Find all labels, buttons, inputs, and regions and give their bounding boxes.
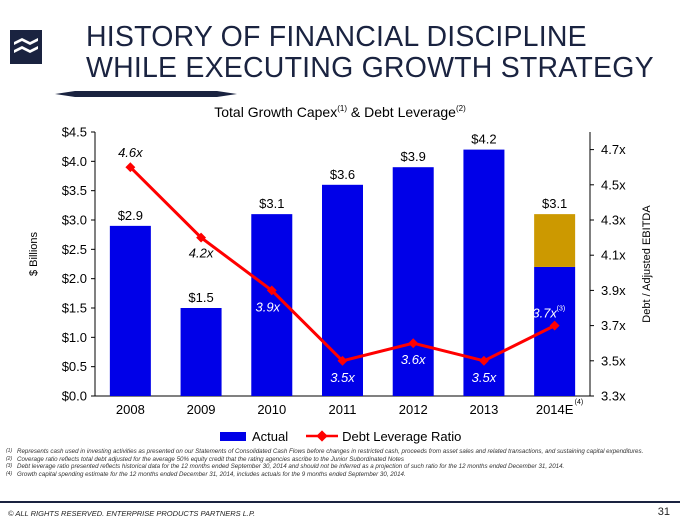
title-underline (55, 91, 237, 97)
leverage-point (337, 355, 348, 366)
left-tick-label: $2.0 (62, 271, 87, 286)
bar-value-label: $1.5 (188, 290, 213, 305)
leverage-value-label: 4.2x (189, 246, 214, 261)
leverage-label-superscript: (3) (557, 306, 566, 313)
right-tick-label: 3.3x (601, 389, 626, 404)
bar-actual (392, 167, 434, 396)
legend-label-leverage: Debt Leverage Ratio (342, 428, 462, 444)
left-tick-label: $0.0 (62, 389, 87, 404)
right-tick-label: 4.5x (601, 177, 626, 192)
leverage-point (478, 355, 489, 366)
legend-item-leverage: Debt Leverage Ratio (306, 429, 461, 444)
legend-item-actual: Actual (220, 429, 288, 444)
leverage-value-label: 3.9x (255, 299, 280, 314)
leverage-value-label: 4.6x (118, 145, 143, 160)
x-tick-label: 2010 (257, 402, 286, 417)
leverage-point (266, 285, 277, 296)
chart-legend: Actual Debt Leverage Ratio (220, 428, 479, 444)
bar-value-label: $3.9 (401, 149, 426, 164)
leverage-point (408, 338, 419, 349)
footnote: (1) Represents cash used in investing act… (6, 448, 644, 455)
legend-label-actual: Actual (252, 428, 289, 444)
right-tick-label: 4.7x (601, 142, 626, 157)
x-tick-label: 2012 (399, 402, 428, 417)
bar-actual (109, 225, 151, 396)
leverage-point (125, 162, 136, 173)
bar-value-label: $3.1 (259, 196, 284, 211)
x-tick-superscript: (4) (575, 399, 584, 406)
x-tick-label: 2008 (116, 402, 145, 417)
left-tick-label: $2.5 (62, 242, 87, 257)
page-title: HISTORY OF FINANCIAL DISCIPLINE WHILE EX… (86, 22, 654, 84)
left-tick-label: $1.5 (62, 301, 87, 316)
company-logo-icon (10, 30, 42, 64)
x-tick-label: 2011 (329, 402, 357, 417)
right-tick-label: 4.1x (601, 248, 626, 263)
leverage-value-label: 3.5x (472, 370, 497, 385)
left-tick-label: $3.5 (62, 183, 87, 198)
footer-divider (0, 501, 680, 503)
left-tick-label: $4.5 (62, 125, 87, 140)
footnote: (2) Coverage ratio reflects total debt ad… (6, 455, 404, 463)
title-line-2: WHILE EXECUTING GROWTH STRATEGY (86, 52, 654, 84)
bar-value-label: $2.9 (118, 208, 143, 223)
y2-axis-title: Debt / Adjusted EBITDA (641, 205, 653, 323)
y-axis-title: $ Billions (28, 231, 40, 276)
left-tick-label: $4.0 (62, 154, 87, 169)
leverage-point (196, 232, 207, 243)
right-tick-label: 3.7x (601, 318, 626, 333)
x-tick-label: 2014E (536, 402, 574, 417)
chart-title: Total Growth Capex(1) & Debt Leverage(2) (214, 104, 466, 120)
bar-value-label: $3.6 (330, 167, 355, 182)
legend-swatch-leverage (306, 430, 339, 442)
x-tick-label: 2009 (187, 402, 216, 417)
bar-actual (180, 308, 222, 396)
footnotes: (1) Represents cash used in investing act… (6, 448, 674, 478)
right-tick-label: 3.5x (601, 353, 626, 368)
capex-leverage-chart: $0.0 $0.5 $1.0 $1.5 $2.0 $2.5 $3.0 $3.5 $4.0 $4.5… (28, 125, 653, 418)
page-number: 31 (657, 506, 670, 518)
bar-value-label: $3.1 (542, 196, 567, 211)
legend-swatch-actual (220, 431, 246, 441)
left-tick-label: $1.0 (62, 330, 87, 345)
right-tick-label: 3.9x (601, 283, 626, 298)
leverage-point (549, 320, 560, 331)
leverage-value-label: 3.6x (401, 352, 426, 367)
footnote: (4) Growth capital spending estimate for … (6, 470, 406, 478)
left-tick-label: $3.0 (62, 213, 87, 228)
footnote: (3) Debt leverage ratio presented reflect… (6, 463, 565, 471)
x-tick-label: 2013 (469, 402, 498, 417)
leverage-value-label: 3.5x (330, 370, 355, 385)
left-tick-label: $0.5 (62, 359, 87, 374)
leverage-value-label: 3.7x (532, 306, 557, 321)
title-line-1: HISTORY OF FINANCIAL DISCIPLINE (86, 21, 587, 53)
footer-copyright: © ALL RIGHTS RESERVED. ENTERPRISE PRODUC… (8, 509, 256, 518)
bar-estimate (534, 214, 576, 267)
bar-value-label: $4.2 (471, 132, 496, 147)
right-tick-label: 4.3x (601, 213, 626, 228)
